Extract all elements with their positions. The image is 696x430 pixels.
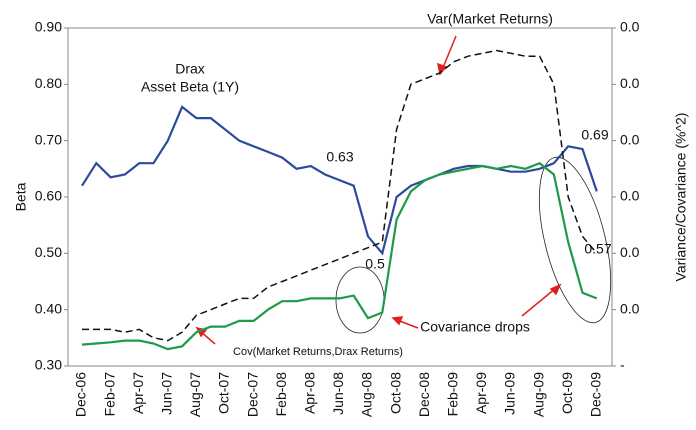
annotation: Asset Beta (1Y) [141,79,239,95]
x-tick-label: Feb-08 [273,372,289,417]
annotation: 0.69 [581,127,608,143]
arrow-head [391,316,404,326]
series-line [82,49,598,342]
annotation: 0.5 [365,256,385,272]
x-tick-label: Jun-08 [330,372,346,415]
x-tick-label: Oct-08 [387,372,403,414]
x-tick-label: Dec-06 [73,372,89,417]
arrow-head [436,62,448,76]
arrow-head [549,283,562,296]
y2-tick-label: - [620,357,625,373]
x-tick-label: Oct-07 [216,372,232,414]
annotation: Covariance drops [420,319,530,335]
x-tick-label: Aug-08 [359,372,375,417]
annotation: 0.57 [584,241,611,257]
x-tick-label: Dec-07 [244,372,260,417]
y2-tick-label: 0.0 [620,188,640,204]
y-tick-label: 0.80 [35,75,62,91]
highlight-ellipse [335,266,385,334]
series-label: Var(Market Returns) [427,11,553,27]
x-tick-label: Feb-07 [101,372,117,417]
x-tick-label: Jun-07 [159,372,175,415]
y2-axis-label: Variance/Covariance (%^2) [673,113,689,282]
x-tick-label: Aug-07 [187,372,203,417]
y-tick-label: 0.90 [35,19,62,35]
x-tick-label: Feb-09 [445,372,461,417]
series-line [81,105,598,256]
x-tick-label: Apr-07 [130,372,146,414]
y-tick-label: 0.40 [35,300,62,316]
annotation: Drax [175,61,205,77]
y2-tick-label: 0.0 [620,300,640,316]
highlight-ellipse [538,156,612,324]
x-tick-label: Apr-08 [302,372,318,414]
x-tick-label: Dec-08 [416,372,432,417]
arrow [441,35,457,71]
x-tick-label: Apr-09 [473,372,489,414]
annotation: 0.63 [326,149,353,165]
y-tick-label: 0.50 [35,244,62,260]
x-tick-label: Jun-09 [502,372,518,415]
series-line [81,161,598,351]
y2-tick-label: 0.0 [620,131,640,147]
y-tick-label: 0.30 [35,357,62,373]
y-axis-label: Beta [13,182,29,211]
y2-tick-label: 0.0 [620,19,640,35]
y2-tick-label: 0.0 [620,75,640,91]
arrow [521,287,557,317]
x-tick-label: Oct-09 [559,372,575,414]
x-tick-label: Dec-09 [588,372,604,417]
x-tick-label: Aug-09 [530,372,546,417]
y-tick-label: 0.70 [35,131,62,147]
arrows [195,35,562,345]
y-tick-label: 0.60 [35,188,62,204]
y2-tick-label: 0.0 [620,244,640,260]
series-label: Cov(Market Returns,Drax Returns) [233,346,403,358]
